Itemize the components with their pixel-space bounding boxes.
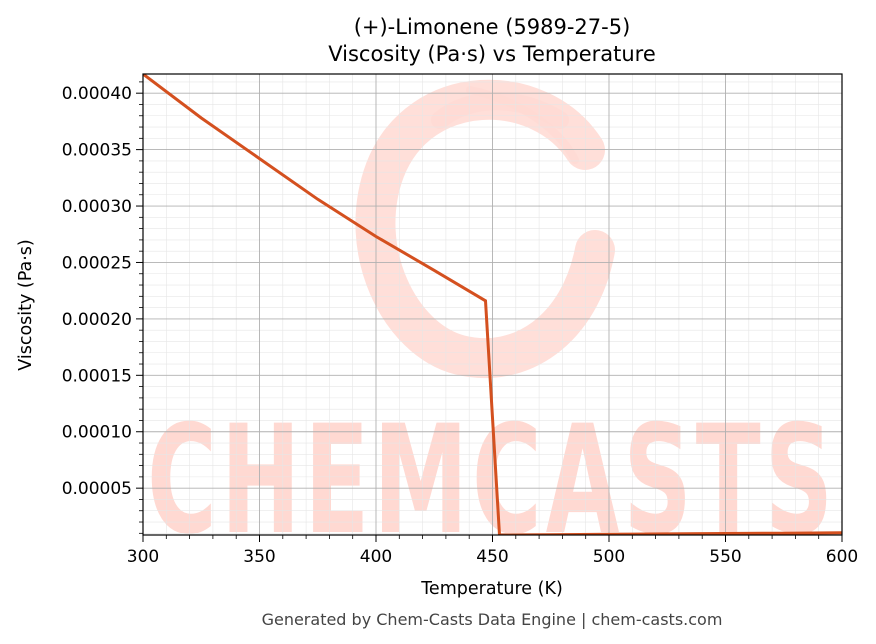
y-tick-label: 0.00040 [62, 84, 132, 104]
x-tick-label: 300 [127, 547, 159, 567]
y-tick-label: 0.00025 [62, 253, 132, 273]
x-tick-labels: 300 350 400 450 500 550 600 [127, 547, 858, 567]
y-axis-label: Viscosity (Pa·s) [16, 239, 36, 370]
y-tick-label: 0.00030 [62, 197, 132, 217]
watermark: CHEMCASTS [147, 79, 837, 568]
watermark-text: CHEMCASTS [147, 394, 837, 568]
y-tick-label: 0.00020 [62, 310, 132, 330]
y-tick-label: 0.00015 [62, 366, 132, 386]
footer-credit: Generated by Chem-Casts Data Engine | ch… [262, 610, 723, 629]
x-tick-label: 400 [360, 547, 392, 567]
y-tick-label: 0.00010 [62, 423, 132, 443]
x-tick-label: 350 [243, 547, 275, 567]
major-grid [143, 74, 842, 535]
x-tick-label: 600 [826, 547, 858, 567]
y-tick-label: 0.00035 [62, 141, 132, 161]
x-axis-label: Temperature (K) [420, 579, 563, 599]
x-tick-label: 550 [709, 547, 741, 567]
chart-title-line2: Viscosity (Pa·s) vs Temperature [328, 42, 656, 66]
chart-title-line1: (+)-Limonene (5989-27-5) [354, 15, 631, 39]
viscosity-series-line [143, 74, 842, 535]
x-tick-label: 450 [476, 547, 508, 567]
x-tick-label: 500 [593, 547, 625, 567]
y-tick-labels: 0.00005 0.00010 0.00015 0.00020 0.00025 0.000… [62, 84, 132, 499]
y-tick-label: 0.00005 [62, 479, 132, 499]
axis-ticks [136, 81, 843, 542]
